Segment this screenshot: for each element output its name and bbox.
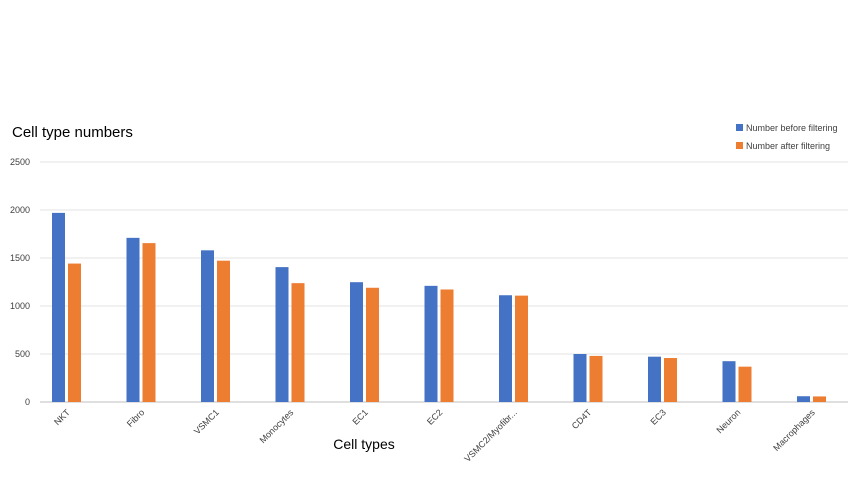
bar-after xyxy=(738,366,752,402)
legend-swatch-after xyxy=(736,142,743,149)
x-tick-label: EC3 xyxy=(648,407,667,426)
bar-after xyxy=(68,263,81,402)
bar-after xyxy=(440,289,454,402)
x-tick-label: Fibro xyxy=(125,407,147,429)
legend-label-after: Number after filtering xyxy=(746,141,830,151)
bar-after xyxy=(813,396,826,402)
bar-before xyxy=(350,282,363,402)
y-tick-label: 500 xyxy=(15,349,30,359)
x-tick-label: Neuron xyxy=(714,407,742,435)
x-tick-label: CD4T xyxy=(570,407,594,431)
x-tick-label: Macrophages xyxy=(771,407,817,453)
x-tick-label: EC1 xyxy=(350,407,369,426)
y-tick-label: 1500 xyxy=(10,253,30,263)
bar-after xyxy=(291,283,305,402)
bar-before xyxy=(424,285,438,402)
bars xyxy=(52,212,826,402)
bar-before xyxy=(52,212,65,402)
bar-before xyxy=(275,267,289,402)
y-tick-label: 1000 xyxy=(10,301,30,311)
x-tick-label: VSMC2/Myofibr... xyxy=(462,407,519,464)
bar-before xyxy=(499,295,512,402)
x-axis-ticks: NKT Fibro VSMC1 Monocytes EC1 EC2 VSMC2/Myofib… xyxy=(52,407,817,464)
bar-after xyxy=(515,295,528,402)
bar-before xyxy=(797,396,810,402)
y-tick-label: 0 xyxy=(25,397,30,407)
x-tick-label: NKT xyxy=(52,407,72,427)
y-axis-ticks: 0 500 1000 1500 2000 2500 xyxy=(10,157,30,407)
x-tick-label: EC2 xyxy=(425,407,444,426)
bar-before xyxy=(648,356,661,402)
bar-before xyxy=(126,237,140,402)
legend-label-before: Number before filtering xyxy=(746,123,838,133)
x-tick-label: VSMC1 xyxy=(192,407,221,436)
bar-after xyxy=(366,287,379,402)
bar-before xyxy=(201,250,214,402)
bar-before xyxy=(722,361,736,402)
bar-before xyxy=(573,354,587,402)
bar-after xyxy=(589,355,603,402)
bar-after xyxy=(664,358,677,402)
y-tick-label: 2000 xyxy=(10,205,30,215)
bar-after xyxy=(217,260,230,402)
chart-title: Cell type numbers xyxy=(12,124,133,141)
x-axis-title: Cell types xyxy=(333,436,394,452)
y-tick-label: 2500 xyxy=(10,157,30,167)
bar-after xyxy=(142,243,156,402)
x-tick-label: Monocytes xyxy=(258,407,296,445)
legend-swatch-before xyxy=(736,124,743,131)
legend: Number before filtering Number after filt… xyxy=(736,123,838,151)
